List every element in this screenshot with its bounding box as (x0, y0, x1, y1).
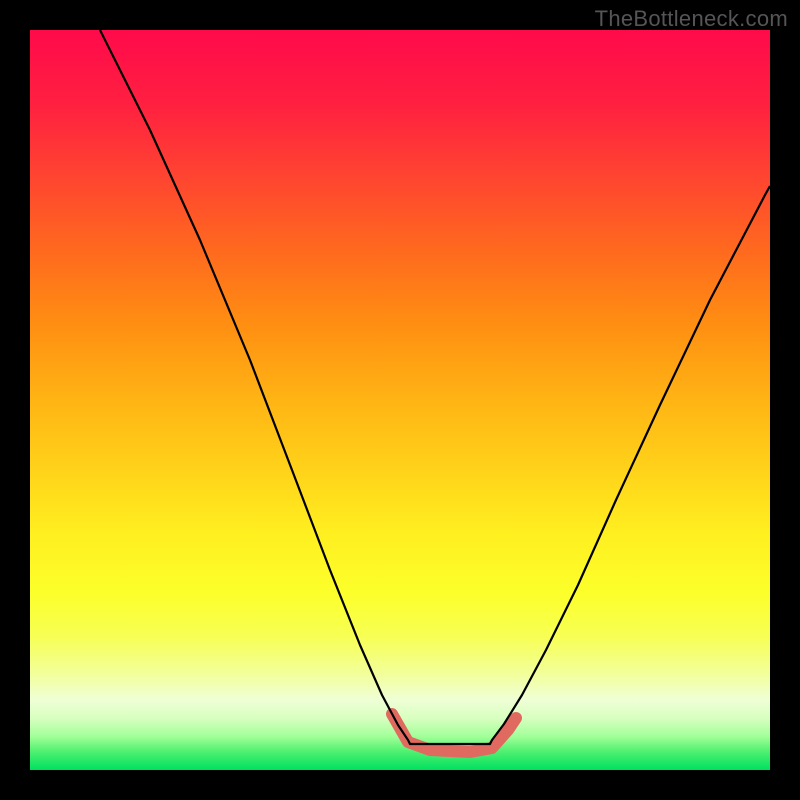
plot-area (30, 30, 770, 770)
gradient-background (30, 30, 770, 770)
watermark-text: TheBottleneck.com (595, 6, 788, 32)
gradient-chart-svg (30, 30, 770, 770)
